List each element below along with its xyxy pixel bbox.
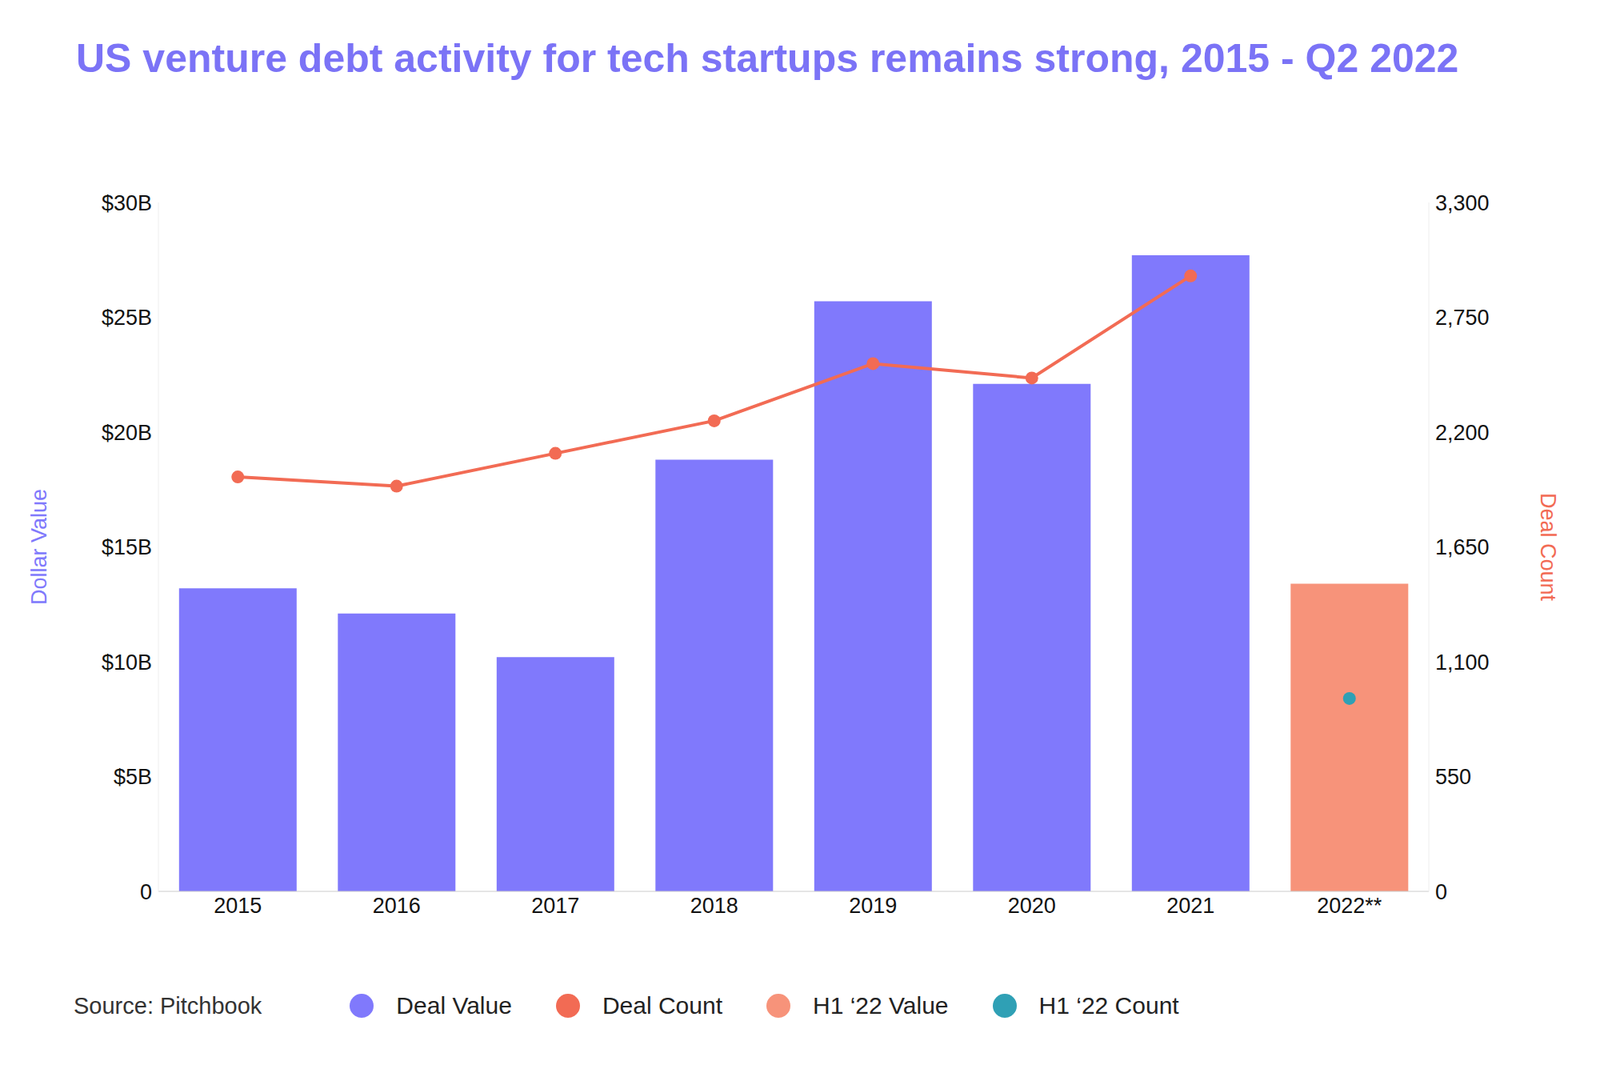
svg-text:1,100: 1,100 [1435, 650, 1490, 675]
svg-text:$30B: $30B [101, 191, 152, 216]
svg-text:$25B: $25B [101, 305, 152, 330]
svg-text:Dollar Value: Dollar Value [27, 488, 52, 605]
html-text:US venture debt activity for t: US venture debt activity for tech startu… [76, 36, 1459, 81]
svg-text:2,200: 2,200 [1435, 420, 1490, 445]
svg-text:Deal Count: Deal Count [1536, 492, 1560, 602]
html-text:H1 ‘22 Value: H1 ‘22 Value [812, 992, 949, 1019]
svg-text:2015: 2015 [213, 893, 262, 918]
svg-text:2018: 2018 [690, 893, 739, 918]
svg-text:2,750: 2,750 [1435, 305, 1490, 330]
html-text:Deal Value: Deal Value [396, 992, 512, 1019]
svg-text:$5B: $5B [113, 764, 152, 789]
svg-text:1,650: 1,650 [1435, 535, 1490, 560]
svg-text:0: 0 [1435, 880, 1448, 904]
svg-text:2022**: 2022** [1316, 893, 1383, 918]
svg-text:0: 0 [140, 880, 152, 904]
svg-text:2019: 2019 [848, 893, 897, 918]
svg-text:$15B: $15B [101, 535, 152, 560]
svg-text:2016: 2016 [372, 893, 421, 918]
svg-text:2017: 2017 [531, 893, 580, 918]
svg-text:550: 550 [1435, 764, 1472, 789]
svg-text:2021: 2021 [1166, 893, 1215, 918]
svg-text:3,300: 3,300 [1435, 191, 1490, 216]
svg-text:$20B: $20B [101, 420, 152, 445]
svg-text:$10B: $10B [101, 650, 152, 675]
svg-text:2020: 2020 [1008, 893, 1056, 918]
html-text:H1 ‘22 Count: H1 ‘22 Count [1038, 992, 1179, 1019]
html-text:Source: Pitchbook: Source: Pitchbook [73, 992, 262, 1018]
html-text:Deal Count: Deal Count [602, 992, 723, 1019]
